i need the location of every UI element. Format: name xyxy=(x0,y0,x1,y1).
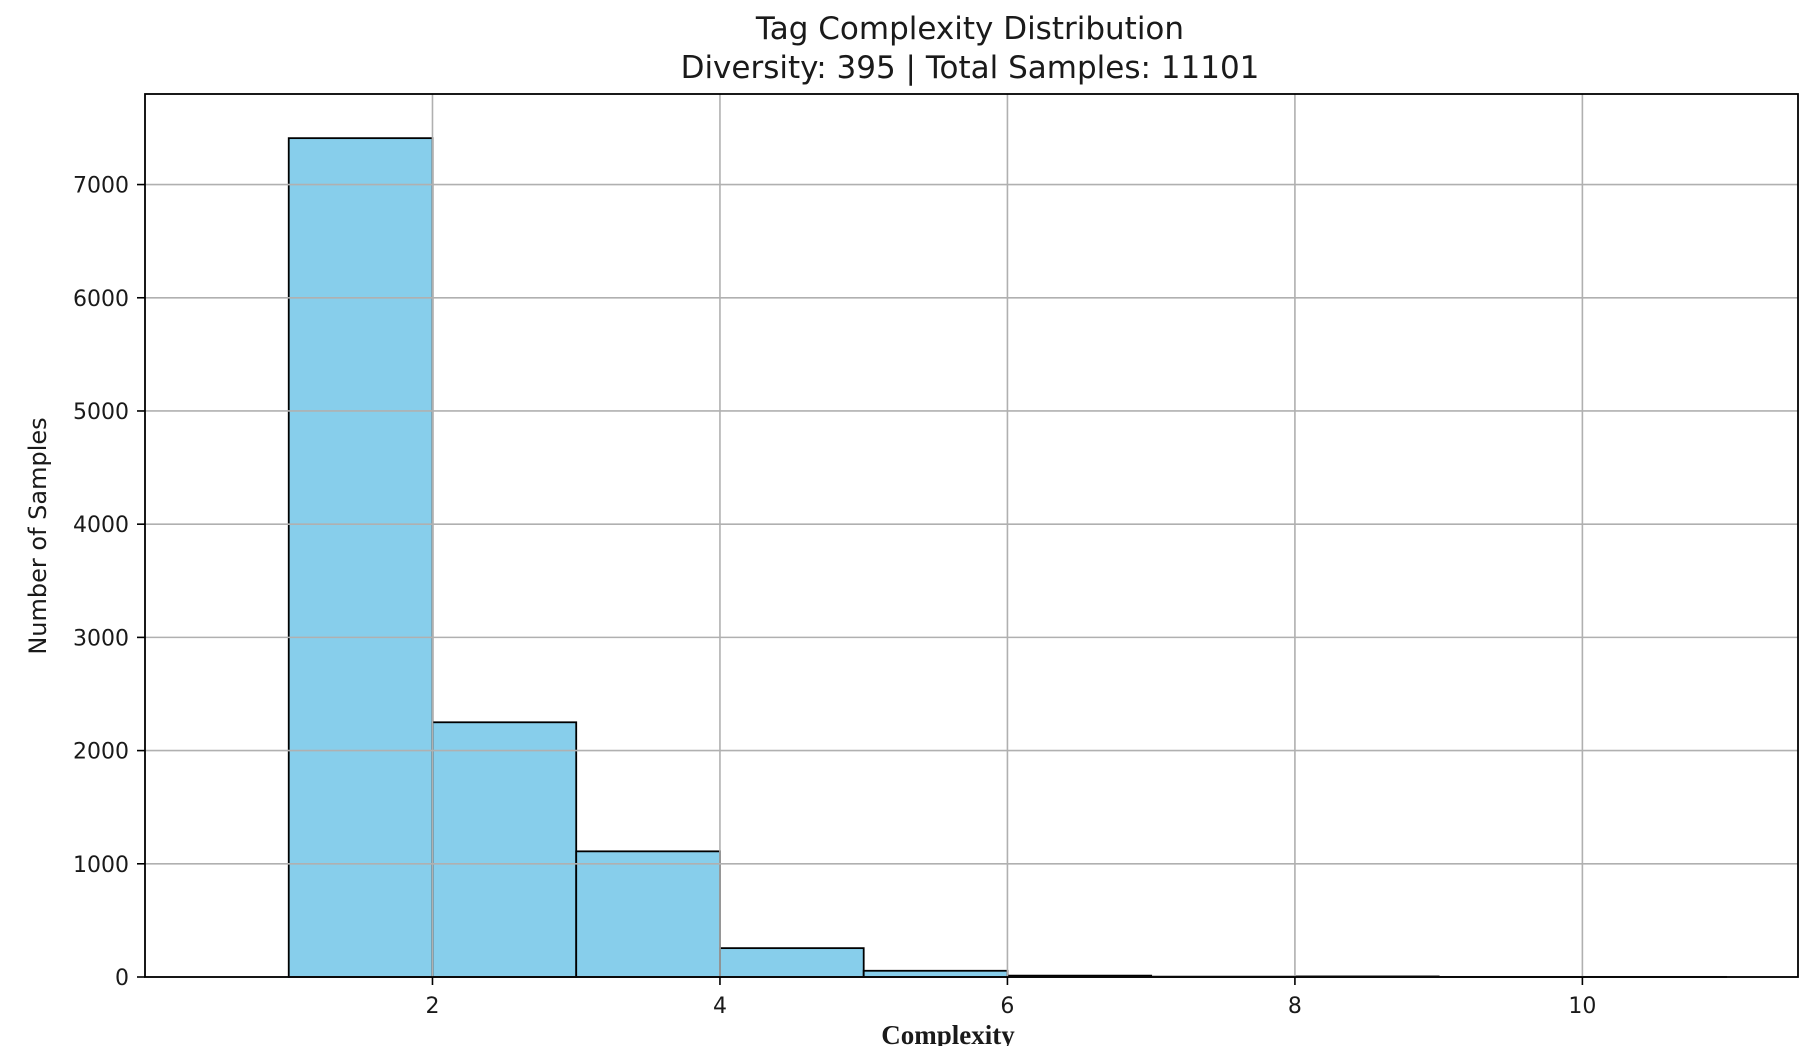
histogram-bar-3 xyxy=(576,851,720,977)
chart-subtitle: Diversity: 395 | Total Samples: 11101 xyxy=(681,50,1260,86)
x-axis-label: Complexity xyxy=(881,1020,1015,1046)
y-tick-label-1000: 1000 xyxy=(73,853,129,878)
x-tick-label-8: 8 xyxy=(1288,994,1302,1019)
histogram-bar-4 xyxy=(720,948,864,977)
y-tick-label-5000: 5000 xyxy=(73,400,129,425)
x-tick-label-10: 10 xyxy=(1568,994,1596,1019)
histogram-bar-2 xyxy=(432,722,576,977)
y-tick-label-0: 0 xyxy=(115,966,129,991)
x-tick-label-2: 2 xyxy=(425,994,439,1019)
chart-title: Tag Complexity Distribution xyxy=(755,11,1184,47)
histogram-bar-1 xyxy=(289,138,433,977)
histogram-bar-5 xyxy=(864,971,1008,977)
y-tick-label-6000: 6000 xyxy=(73,287,129,312)
y-tick-label-3000: 3000 xyxy=(73,626,129,651)
x-tick-label-4: 4 xyxy=(713,994,727,1019)
y-axis-label: Number of Samples xyxy=(24,417,52,654)
y-tick-label-4000: 4000 xyxy=(73,513,129,538)
y-tick-label-7000: 7000 xyxy=(73,174,129,199)
x-tick-label-6: 6 xyxy=(1000,994,1014,1019)
y-tick-label-2000: 2000 xyxy=(73,740,129,765)
